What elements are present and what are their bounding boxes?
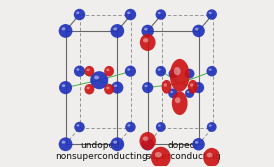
Ellipse shape [86, 69, 90, 71]
Ellipse shape [187, 71, 189, 73]
Ellipse shape [62, 141, 65, 144]
Ellipse shape [158, 12, 161, 14]
Ellipse shape [127, 68, 130, 71]
Ellipse shape [195, 85, 198, 87]
Ellipse shape [90, 71, 108, 89]
Ellipse shape [144, 141, 148, 144]
Ellipse shape [62, 27, 65, 30]
Ellipse shape [143, 136, 149, 141]
Ellipse shape [141, 25, 154, 37]
Ellipse shape [156, 122, 166, 132]
Ellipse shape [185, 89, 194, 98]
Ellipse shape [158, 68, 161, 71]
Ellipse shape [192, 25, 205, 37]
Ellipse shape [207, 9, 217, 20]
Ellipse shape [125, 9, 136, 20]
Ellipse shape [174, 67, 181, 75]
Ellipse shape [104, 66, 114, 76]
Ellipse shape [104, 84, 114, 95]
Ellipse shape [113, 27, 117, 30]
Ellipse shape [190, 83, 193, 87]
Ellipse shape [74, 9, 85, 20]
Ellipse shape [193, 82, 204, 93]
Ellipse shape [151, 147, 171, 167]
Ellipse shape [203, 148, 220, 167]
Ellipse shape [207, 122, 217, 132]
Ellipse shape [127, 12, 130, 14]
Ellipse shape [111, 81, 123, 94]
Ellipse shape [59, 24, 72, 38]
Ellipse shape [59, 81, 72, 94]
Ellipse shape [110, 24, 124, 38]
Ellipse shape [192, 138, 205, 150]
Text: undoped/
nonsuperconducting: undoped/ nonsuperconducting [55, 141, 148, 161]
Ellipse shape [110, 137, 124, 151]
Text: doped/
superconducting: doped/ superconducting [145, 141, 221, 161]
Ellipse shape [209, 68, 212, 71]
Ellipse shape [106, 69, 110, 71]
Ellipse shape [155, 152, 162, 157]
Ellipse shape [170, 91, 173, 93]
Ellipse shape [76, 68, 79, 71]
Ellipse shape [195, 28, 198, 30]
Ellipse shape [156, 9, 166, 20]
Ellipse shape [143, 38, 149, 42]
Ellipse shape [113, 141, 117, 144]
Ellipse shape [141, 138, 154, 150]
Ellipse shape [127, 124, 130, 127]
Ellipse shape [139, 132, 156, 150]
Ellipse shape [125, 66, 136, 77]
Ellipse shape [170, 59, 190, 92]
Ellipse shape [158, 124, 161, 127]
Ellipse shape [162, 80, 172, 94]
Ellipse shape [86, 87, 90, 89]
Ellipse shape [74, 122, 85, 132]
Ellipse shape [142, 82, 153, 93]
Ellipse shape [207, 66, 217, 76]
Ellipse shape [168, 89, 178, 98]
Ellipse shape [169, 69, 178, 78]
Ellipse shape [125, 122, 136, 132]
Ellipse shape [195, 141, 198, 144]
Ellipse shape [76, 12, 79, 14]
Ellipse shape [209, 12, 212, 14]
Ellipse shape [106, 87, 110, 89]
Ellipse shape [59, 137, 72, 151]
Ellipse shape [207, 153, 213, 157]
Ellipse shape [62, 84, 65, 87]
Ellipse shape [144, 28, 148, 30]
Ellipse shape [185, 69, 195, 78]
Ellipse shape [140, 34, 156, 51]
Ellipse shape [74, 66, 85, 77]
Ellipse shape [170, 71, 173, 73]
Ellipse shape [84, 66, 94, 76]
Ellipse shape [144, 85, 148, 87]
Ellipse shape [156, 66, 166, 76]
Ellipse shape [209, 124, 212, 127]
Ellipse shape [94, 75, 99, 79]
Ellipse shape [187, 91, 189, 93]
Ellipse shape [76, 124, 79, 127]
Ellipse shape [114, 85, 117, 87]
Ellipse shape [188, 80, 198, 94]
Ellipse shape [175, 97, 181, 103]
Ellipse shape [164, 83, 167, 87]
Ellipse shape [84, 84, 94, 95]
Ellipse shape [172, 91, 188, 115]
